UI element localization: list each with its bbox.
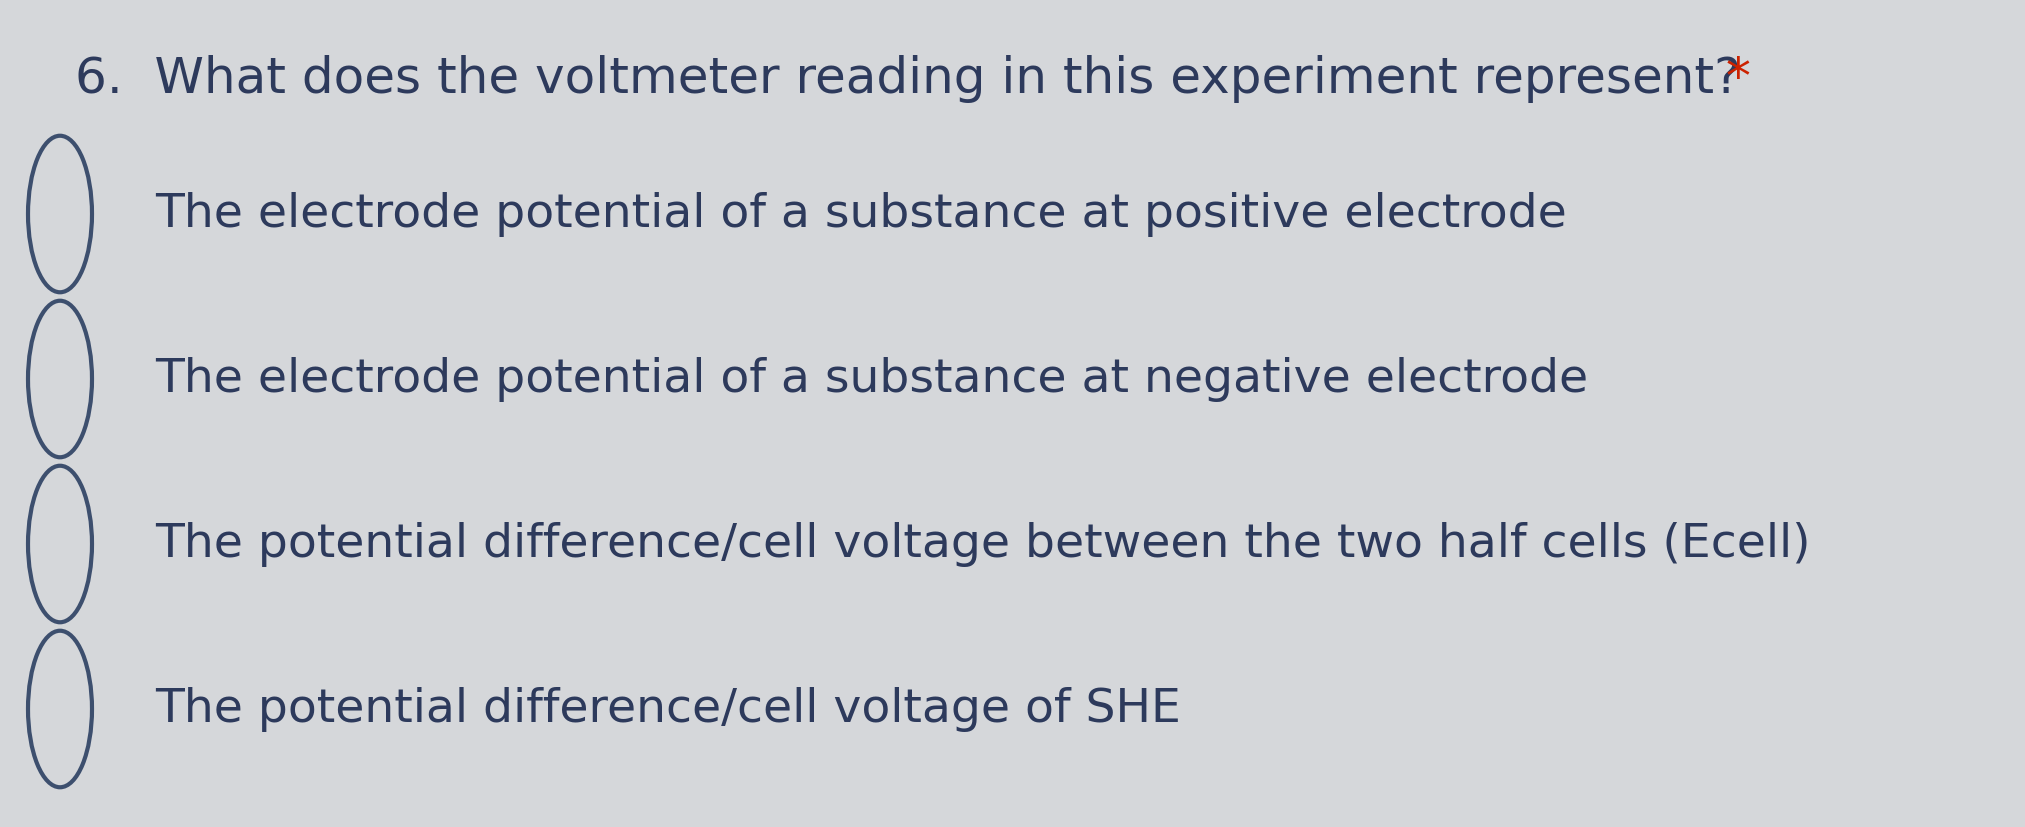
Text: 6.  What does the voltmeter reading in this experiment represent?: 6. What does the voltmeter reading in th… (75, 55, 1741, 103)
Text: The electrode potential of a substance at negative electrode: The electrode potential of a substance a… (156, 357, 1588, 402)
Text: The potential difference/cell voltage between the two half cells (Ecell): The potential difference/cell voltage be… (156, 522, 1810, 566)
Text: The electrode potential of a substance at positive electrode: The electrode potential of a substance a… (156, 192, 1567, 237)
Text: The potential difference/cell voltage of SHE: The potential difference/cell voltage of… (156, 686, 1181, 732)
Text: *: * (1709, 55, 1752, 103)
